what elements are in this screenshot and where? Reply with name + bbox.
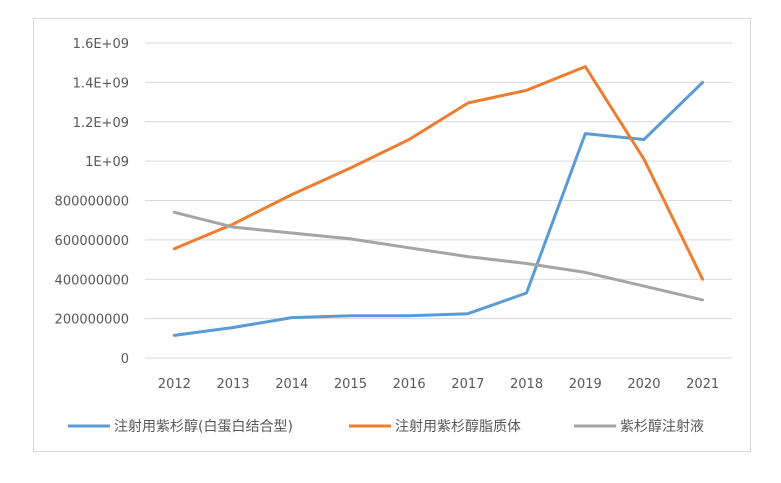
y-tick-label: 1E+09 — [85, 155, 129, 170]
y-tick-label: 800000000 — [55, 195, 129, 210]
y-axis-labels: 0 200000000 400000000 600000000 800000000 1E+… — [55, 37, 129, 367]
legend-label: 注射用紫杉醇脂质体 — [395, 418, 521, 435]
x-tick-label: 2013 — [217, 377, 250, 392]
legend: 注射用紫杉醇(白蛋白结合型) 注射用紫杉醇脂质体 紫杉醇注射液 — [68, 418, 704, 435]
y-tick-label: 1.4E+09 — [73, 76, 129, 91]
gridlines — [145, 42, 732, 359]
series-line — [172, 80, 705, 337]
legend-label: 紫杉醇注射液 — [620, 418, 704, 435]
y-tick-label: 0 — [121, 352, 129, 367]
y-tick-label: 1.2E+09 — [73, 116, 129, 131]
x-tick-label: 2014 — [275, 377, 308, 392]
chart-area — [33, 18, 751, 452]
y-tick-label: 200000000 — [55, 313, 129, 328]
series-line — [172, 210, 705, 302]
x-tick-label: 2020 — [627, 377, 660, 392]
y-tick-label: 400000000 — [55, 273, 129, 288]
y-tick-label: 600000000 — [55, 234, 129, 249]
x-tick-label: 2021 — [686, 377, 719, 392]
x-tick-label: 2012 — [158, 377, 191, 392]
x-tick-label: 2018 — [510, 377, 543, 392]
series-lines — [172, 65, 705, 337]
x-tick-label: 2016 — [393, 377, 426, 392]
y-tick-label: 1.6E+09 — [73, 37, 129, 52]
x-tick-label: 2015 — [334, 377, 367, 392]
series-line — [172, 65, 705, 281]
legend-label: 注射用紫杉醇(白蛋白结合型) — [114, 418, 293, 435]
x-axis-labels: 2012 2013 2014 2015 2016 2017 2018 2019 2020 2021 — [158, 377, 719, 392]
x-tick-label: 2017 — [451, 377, 484, 392]
x-tick-label: 2019 — [569, 377, 602, 392]
